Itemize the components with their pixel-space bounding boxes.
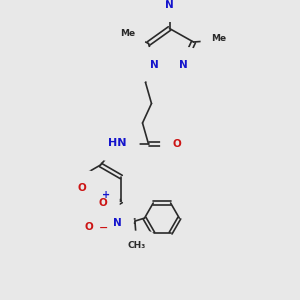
Text: −: − [99, 222, 108, 233]
Text: +: + [102, 190, 110, 200]
Text: O: O [85, 222, 93, 232]
Text: O: O [98, 197, 107, 208]
Text: Me: Me [212, 34, 226, 43]
Text: N: N [178, 59, 188, 70]
Text: O: O [78, 183, 87, 193]
Text: N: N [91, 199, 100, 209]
Text: N: N [112, 218, 121, 228]
Text: Me: Me [120, 28, 135, 38]
Text: CH₃: CH₃ [127, 242, 146, 250]
Text: HN: HN [108, 137, 126, 148]
Text: O: O [172, 139, 182, 149]
Text: N: N [150, 59, 159, 70]
Text: N: N [165, 0, 174, 10]
